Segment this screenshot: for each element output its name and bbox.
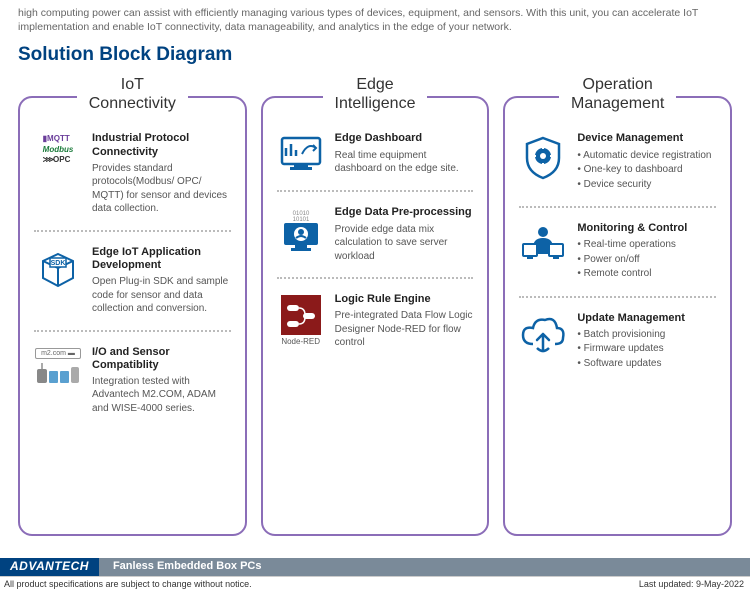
diagram-columns: IoTConnectivity ▮MQTT Modbus ⋙OPC Indust…	[0, 76, 750, 536]
shield-icon	[517, 132, 569, 192]
footer-disclaimer: All product specifications are subject t…	[4, 579, 252, 589]
column-box: ▮MQTT Modbus ⋙OPC Industrial Protocol Co…	[18, 96, 247, 536]
bullet: Power on/off	[577, 253, 718, 268]
column-box: Device Management Automatic device regist…	[503, 96, 732, 536]
sdk-icon: SDK	[32, 246, 84, 316]
item-bullets: Automatic device registrationOne-key to …	[577, 149, 718, 193]
bullet: Firmware updates	[577, 342, 718, 357]
divider	[34, 230, 231, 232]
item-title: Edge IoT Application Development	[92, 246, 233, 272]
item-desc: Real time equipment dashboard on the edg…	[335, 149, 476, 176]
dashboard-icon	[275, 132, 327, 176]
protocols-icon: ▮MQTT Modbus ⋙OPC	[32, 132, 84, 215]
nodered-icon: Node-RED	[275, 293, 327, 350]
item-bullets: Real-time operationsPower on/offRemote c…	[577, 238, 718, 282]
bullet: Real-time operations	[577, 238, 718, 253]
bullet: Remote control	[577, 267, 718, 282]
column: EdgeIntelligence Edge Dashboard Real time…	[261, 76, 490, 536]
bullet: Automatic device registration	[577, 149, 718, 164]
item-title: Monitoring & Control	[577, 222, 718, 235]
divider	[519, 296, 716, 298]
item-title: Logic Rule Engine	[335, 293, 476, 306]
intro-text: high computing power can assist with eff…	[0, 0, 750, 38]
feature-item: Monitoring & Control Real-time operations…	[515, 216, 720, 288]
section-title: Solution Block Diagram	[0, 38, 750, 76]
item-bullets: Batch provisioningFirmware updatesSoftwa…	[577, 328, 718, 372]
preprocess-icon: 01010 10101	[275, 206, 327, 263]
svg-text:10101: 10101	[292, 217, 309, 223]
column: OperationManagement Device Management Aut…	[503, 76, 732, 536]
item-title: Device Management	[577, 132, 718, 145]
column: IoTConnectivity ▮MQTT Modbus ⋙OPC Indust…	[18, 76, 247, 536]
item-title: Update Management	[577, 312, 718, 325]
brand-logo: ADVANTECH	[0, 558, 99, 576]
bullet: Device security	[577, 178, 718, 193]
divider	[34, 330, 231, 332]
monitor-icon	[517, 222, 569, 282]
column-header: EdgeIntelligence	[323, 76, 428, 113]
item-desc: Pre-integrated Data Flow Logic Designer …	[335, 309, 476, 350]
svg-text:SDK: SDK	[51, 260, 66, 267]
m2com-icon: m2.com ▬	[32, 346, 84, 416]
feature-item: Update Management Batch provisioningFirmw…	[515, 306, 720, 378]
column-box: Edge Dashboard Real time equipment dashbo…	[261, 96, 490, 536]
footer: ADVANTECH Fanless Embedded Box PCs All p…	[0, 558, 750, 591]
cloud-icon	[517, 312, 569, 372]
item-title: Edge Data Pre-processing	[335, 206, 476, 219]
bullet: One-key to dashboard	[577, 163, 718, 178]
item-title: Industrial Protocol Connectivity	[92, 132, 233, 158]
feature-item: SDK Edge IoT Application Development Open…	[30, 240, 235, 322]
bullet: Batch provisioning	[577, 328, 718, 343]
footer-updated: Last updated: 9-May-2022	[639, 579, 744, 589]
divider	[277, 190, 474, 192]
feature-item: 01010 10101 Edge Data Pre-processing Prov…	[273, 200, 478, 269]
bullet: Software updates	[577, 357, 718, 372]
feature-item: Device Management Automatic device regist…	[515, 126, 720, 198]
feature-item: ▮MQTT Modbus ⋙OPC Industrial Protocol Co…	[30, 126, 235, 221]
item-desc: Open Plug-in SDK and sample code for sen…	[92, 275, 233, 316]
item-desc: Provides standard protocols(Modbus/ OPC/…	[92, 162, 233, 216]
divider	[277, 277, 474, 279]
item-title: I/O and Sensor Compatiblity	[92, 346, 233, 372]
feature-item: Node-RED Logic Rule Engine Pre-integrated…	[273, 287, 478, 356]
footer-title: Fanless Embedded Box PCs	[99, 558, 750, 576]
column-header: IoTConnectivity	[77, 76, 188, 113]
divider	[519, 206, 716, 208]
item-title: Edge Dashboard	[335, 132, 476, 145]
column-header: OperationManagement	[559, 76, 676, 113]
feature-item: Edge Dashboard Real time equipment dashbo…	[273, 126, 478, 182]
item-desc: Provide edge data mix calculation to sav…	[335, 223, 476, 264]
feature-item: m2.com ▬ I/O and Sensor Compatiblity Inte…	[30, 340, 235, 422]
item-desc: Integration tested with Advantech M2.COM…	[92, 375, 233, 416]
